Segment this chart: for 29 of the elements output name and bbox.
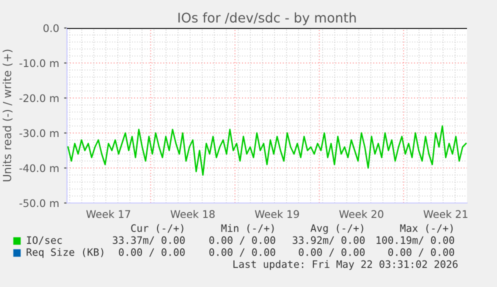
y-tick-label: -10.0 m	[19, 59, 58, 68]
x-tick-label: Week 19	[254, 210, 299, 218]
text: Req Size (KB)	[26, 248, 104, 258]
text: Max (-/+)	[400, 224, 453, 234]
text: Avg (-/+)	[310, 224, 364, 234]
x-tick-label: Week 21	[424, 210, 468, 218]
y-tick-label: -20.0 m	[19, 94, 58, 102]
text: Last update: Fri May 22 03:31:02 2026	[233, 260, 458, 270]
x-tick-label: Week 17	[86, 210, 130, 218]
text: Cur (-/+)	[131, 224, 184, 234]
text: 0.00 / 0.00	[118, 248, 185, 257]
line-series	[67, 125, 467, 176]
text: 100.19m/ 0.00	[376, 236, 454, 245]
x-tick-label: Week 18	[170, 210, 215, 218]
y-tick-label: 0.0	[43, 24, 59, 32]
x-tick-label: Week 20	[339, 210, 384, 218]
text: 33.37m/ 0.00	[112, 236, 185, 245]
y-tick-label: -40.0 m	[19, 164, 58, 172]
y-axis-title: Units read (-) / write (+)	[2, 50, 13, 182]
y-tick-label: -50.0 m	[19, 199, 58, 208]
text: 0.00 / 0.00	[388, 248, 454, 257]
text: Min (-/+)	[221, 224, 274, 234]
y-tick-label: -30.0 m	[19, 129, 58, 138]
chart-title: IOs for /dev/sdc - by month	[178, 12, 356, 26]
text: 0.00 / 0.00	[298, 248, 365, 257]
text: 0.00 / 0.00	[209, 236, 276, 245]
legend-label: IO/sec	[26, 236, 62, 245]
text: 33.92m/ 0.00	[292, 236, 365, 245]
text: 0.00 / 0.00	[209, 248, 276, 257]
